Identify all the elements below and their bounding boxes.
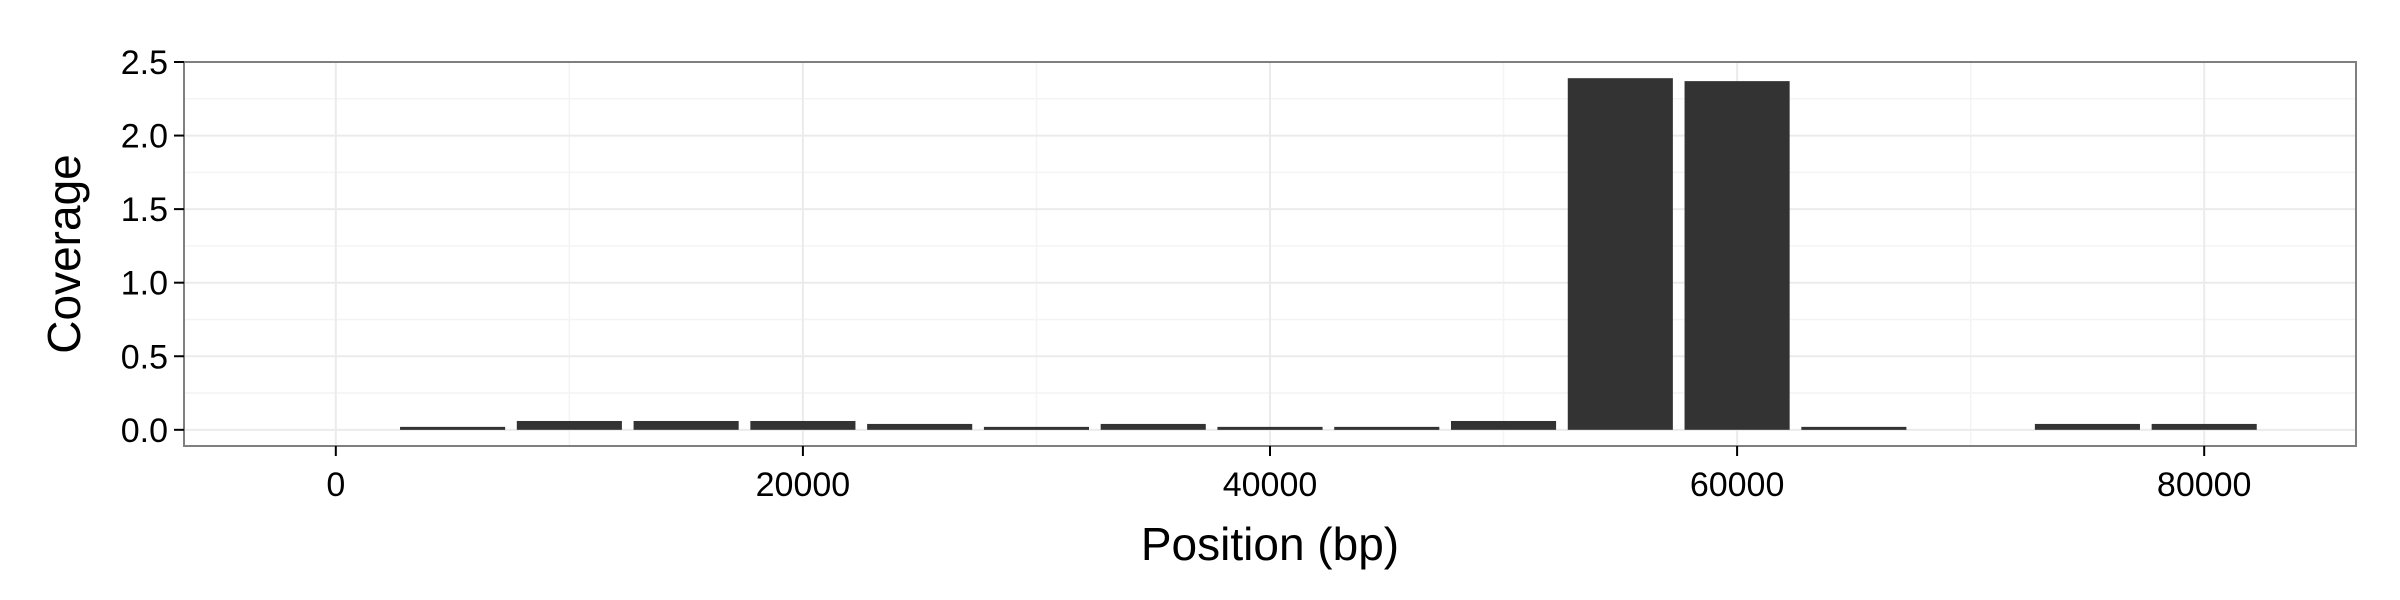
y-tick-label: 1.0 (121, 265, 168, 303)
y-axis: 0.0 0.5 1.0 1.5 2.0 2.5 (121, 44, 184, 450)
x-axis-title: Position (bp) (1141, 518, 1399, 570)
y-tick-label: 0.0 (121, 412, 168, 450)
coverage-bar (1100, 423, 1206, 430)
coverage-bar (1567, 78, 1673, 430)
coverage-bar (1451, 420, 1557, 430)
coverage-bar (1334, 426, 1440, 430)
x-tick-label: 80000 (2157, 466, 2252, 504)
coverage-bar (1801, 426, 1907, 430)
coverage-bar (867, 423, 973, 430)
bars (400, 78, 2257, 430)
y-tick-label: 0.5 (121, 338, 168, 376)
coverage-bar (750, 420, 856, 430)
coverage-bar (516, 420, 622, 430)
coverage-bar (633, 420, 739, 430)
coverage-bar (400, 426, 506, 430)
coverage-bar (2034, 423, 2140, 430)
x-tick-label: 0 (326, 466, 345, 504)
y-tick-label: 2.5 (121, 44, 168, 82)
coverage-bar (1217, 426, 1323, 430)
coverage-bar (983, 426, 1089, 430)
x-axis: 0 20000 40000 60000 80000 (326, 446, 2251, 504)
x-tick-label: 40000 (1223, 466, 1318, 504)
y-tick-label: 1.5 (121, 191, 168, 229)
y-axis-title: Coverage (38, 154, 90, 353)
coverage-bar (1684, 81, 1790, 430)
x-tick-label: 60000 (1690, 466, 1785, 504)
y-tick-label: 2.0 (121, 118, 168, 156)
x-tick-label: 20000 (756, 466, 851, 504)
coverage-bar (2151, 423, 2257, 430)
